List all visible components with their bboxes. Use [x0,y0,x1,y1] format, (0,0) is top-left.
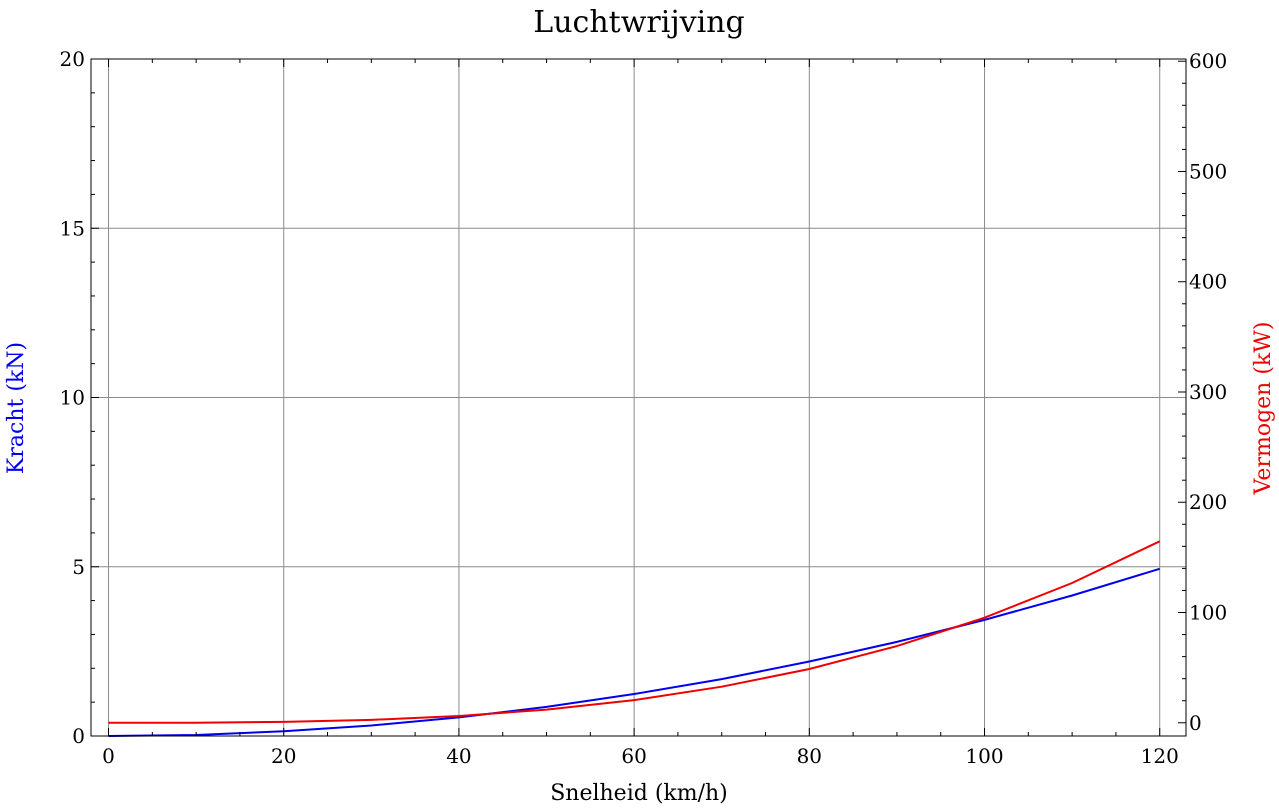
x-tick-label: 20 [271,744,296,768]
y-left-tick-label: 15 [60,216,85,240]
y-left-tick-label: 5 [72,555,85,579]
x-tick-label: 0 [102,744,115,768]
tick-labels: 0 20 40 60 80 100 1200510152001002003004005006… [60,47,1228,768]
tick-marks [91,58,1186,737]
y-right-tick-label: 200 [1189,490,1227,514]
y-axis-right-label: Vermogen (kW) [1251,322,1276,496]
chart-title: Luchtwrijving [533,5,744,40]
y-right-tick-label: 500 [1189,159,1227,183]
y-left-tick-label: 20 [60,47,85,71]
x-axis-label: Snelheid (km/h) [550,781,728,806]
series-line-right [108,540,1161,724]
y-left-tick-label: 0 [72,724,85,748]
x-tick-label: 40 [446,744,471,768]
x-tick-label: 100 [965,744,1003,768]
y-axis-left-label: Kracht (kN) [4,342,29,474]
y-right-tick-label: 400 [1189,270,1227,294]
x-tick-label: 80 [797,744,822,768]
y-right-tick-label: 600 [1189,49,1227,73]
x-tick-label: 60 [621,744,646,768]
grid [91,59,1186,736]
y-right-tick-label: 300 [1189,380,1227,404]
y-right-tick-label: 100 [1189,601,1227,625]
y-left-tick-label: 10 [60,386,85,410]
x-tick-label: 120 [1141,744,1179,768]
y-right-tick-label: 0 [1189,711,1202,735]
